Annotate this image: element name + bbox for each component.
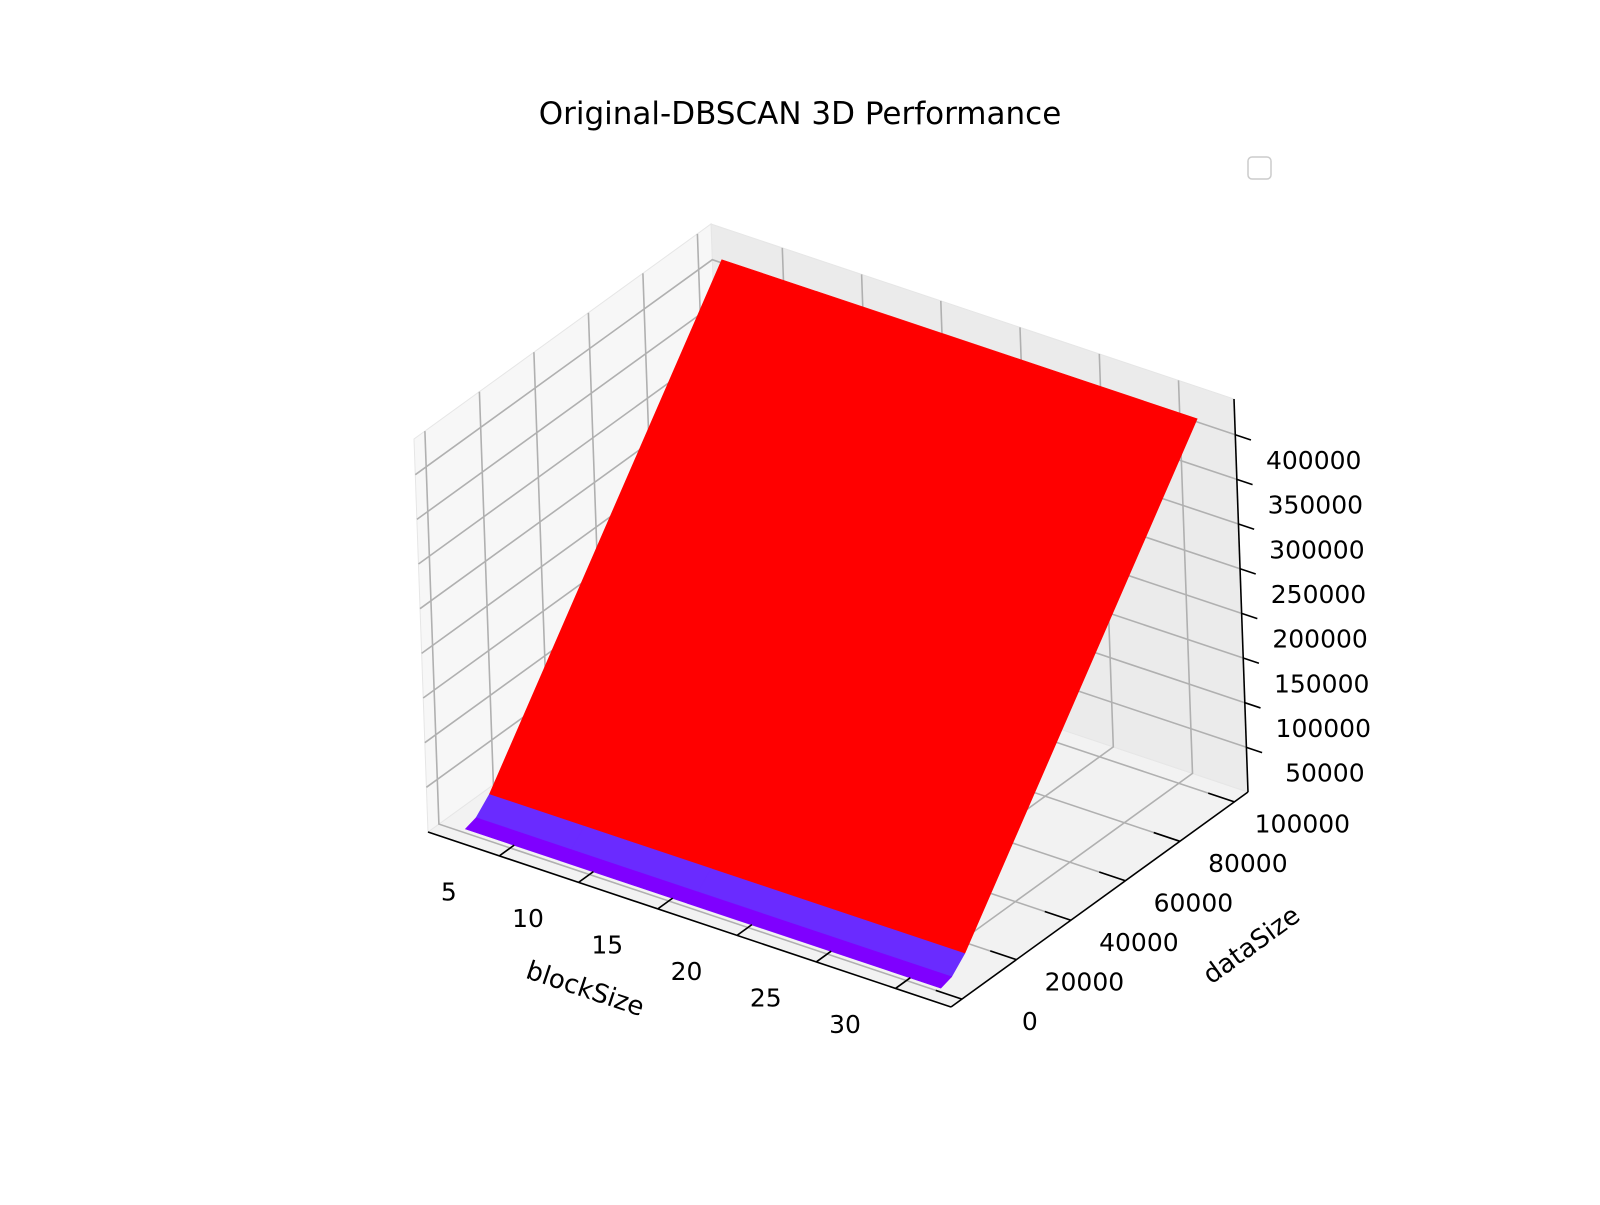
- surface: [464, 259, 1198, 989]
- axis-lines: [427, 398, 1263, 1008]
- y-tick: [1044, 910, 1072, 921]
- y-tick: [1153, 831, 1181, 843]
- y-tick-label: 60000: [1154, 889, 1234, 918]
- y-tick: [935, 989, 963, 1000]
- z-tick-label: 250000: [1271, 580, 1366, 609]
- x-axis-label: blockSize: [522, 956, 648, 1023]
- y-tick: [1098, 871, 1126, 882]
- y-tick: [989, 950, 1017, 961]
- x-tick-label: 25: [750, 983, 782, 1012]
- x-tick: [736, 924, 753, 937]
- x-grid-line: [895, 380, 1194, 990]
- legend-box: [1247, 156, 1272, 180]
- y-tick-label: 100000: [1255, 810, 1350, 839]
- z-tick-label: 300000: [1269, 535, 1364, 564]
- z-tick-label: 150000: [1274, 669, 1369, 698]
- z-tick-label: 350000: [1268, 491, 1363, 520]
- x-tick-label: 20: [671, 957, 703, 986]
- x-tick: [815, 950, 832, 963]
- x-axis-line: [427, 831, 952, 1008]
- y-tick-label: 20000: [1045, 967, 1125, 996]
- x-tick-label: 5: [441, 877, 457, 906]
- z-tick: [1241, 612, 1258, 620]
- y-tick-label: 0: [1022, 1007, 1038, 1036]
- x-tick: [895, 977, 911, 990]
- chart-title: Original-DBSCAN 3D Performance: [538, 96, 1062, 132]
- z-tick: [1235, 433, 1252, 441]
- x-tick: [498, 844, 515, 857]
- y-axis-line: [950, 791, 1249, 1008]
- surface-patch: [686, 891, 953, 989]
- z-tick: [1236, 478, 1253, 486]
- z-tick-label: 400000: [1266, 446, 1361, 475]
- z-axis-line: [1233, 398, 1249, 793]
- z-tick: [1246, 746, 1263, 754]
- z-tick-label: 200000: [1272, 625, 1367, 654]
- z-tick: [1242, 657, 1260, 665]
- y-tick-label: 40000: [1099, 928, 1179, 957]
- x-tick-label: 15: [591, 930, 623, 959]
- z-tick: [1244, 701, 1261, 709]
- z-tick-label: 50000: [1285, 759, 1365, 788]
- y-grid-line: [424, 431, 963, 1000]
- z-tick: [1238, 523, 1255, 531]
- y-tick: [1207, 792, 1235, 803]
- x-tick: [657, 897, 674, 910]
- x-tick-label: 10: [512, 904, 544, 933]
- x-tick-label: 30: [829, 1010, 861, 1039]
- z-tick-label: 100000: [1276, 714, 1371, 743]
- x-tick: [578, 870, 594, 884]
- y-tick-label: 80000: [1208, 849, 1288, 878]
- z-tick: [1239, 567, 1256, 575]
